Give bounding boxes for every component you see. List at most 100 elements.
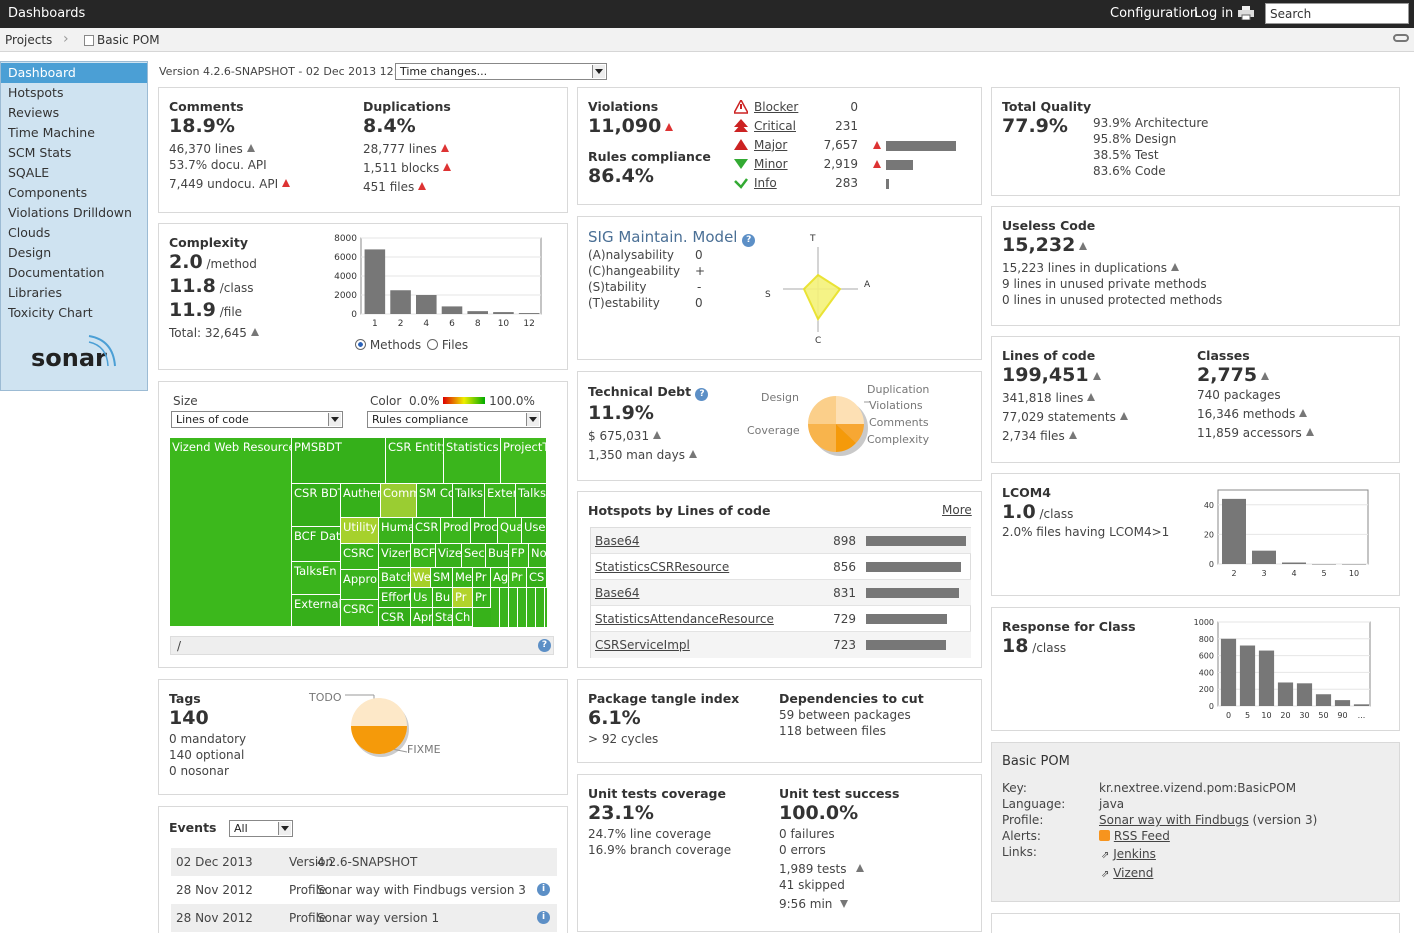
treemap-cell[interactable]: Qua <box>498 518 522 544</box>
treemap-cell[interactable]: Authen <box>341 484 381 518</box>
sidebar-item-sqale[interactable]: SQALE <box>8 165 50 180</box>
violation-info-link[interactable]: Info <box>754 176 777 190</box>
sidebar-item-violations-drilldown[interactable]: Violations Drilldown <box>8 205 132 220</box>
sidebar-item-components[interactable]: Components <box>8 185 88 200</box>
sidebar-item-design[interactable]: Design <box>8 245 52 260</box>
radio-methods[interactable]: Methods <box>355 338 421 352</box>
sidebar-item-time-machine[interactable]: Time Machine <box>8 125 95 140</box>
sidebar-item-clouds[interactable]: Clouds <box>8 225 51 240</box>
treemap-cell[interactable]: Bus <box>486 544 509 568</box>
hotspots-more-link[interactable]: More <box>942 503 972 517</box>
treemap-cell[interactable]: Prod Entit <box>441 518 471 544</box>
treemap-cell[interactable]: CS <box>527 568 547 588</box>
violation-critical-link[interactable]: Critical <box>754 119 796 133</box>
treemap-cell[interactable]: Talks Robo <box>453 484 485 518</box>
treemap-cell[interactable]: Exter Proce <box>485 484 516 518</box>
treemap-cell[interactable]: SM <box>431 568 453 588</box>
help-icon[interactable]: ? <box>695 388 709 401</box>
treemap-cell[interactable]: Sec <box>462 544 486 568</box>
help-icon[interactable]: ? <box>742 234 756 247</box>
treemap-small-cells[interactable] <box>491 588 547 627</box>
treemap-cell[interactable]: We <box>411 568 431 588</box>
link-icon[interactable] <box>1393 34 1409 42</box>
hotspot-link[interactable]: Base64 <box>595 586 640 600</box>
violation-blocker-link[interactable]: Blocker <box>754 100 799 114</box>
treemap-cell[interactable]: External Entity <box>292 595 341 627</box>
treemap-cell[interactable]: Talks <box>516 484 547 518</box>
treemap-cell[interactable]: Bu <box>433 588 453 608</box>
treemap-cell[interactable]: CSR Test <box>413 518 441 544</box>
print-icon[interactable] <box>1238 6 1254 20</box>
sidebar-item-reviews[interactable]: Reviews <box>8 105 60 120</box>
info-icon[interactable]: i <box>537 911 550 924</box>
treemap-cell[interactable]: Ag <box>491 568 509 588</box>
treemap-cell[interactable]: Pr <box>453 588 473 608</box>
treemap-cell[interactable]: CSRC <box>341 544 379 570</box>
jenkins-link[interactable]: ⇗ Jenkins <box>1101 847 1156 861</box>
violation-minor-link[interactable]: Minor <box>754 157 788 171</box>
treemap-cell[interactable]: Effort <box>379 588 411 608</box>
treemap-cell[interactable]: CSRC <box>341 600 379 627</box>
treemap-cell[interactable]: Pr <box>473 568 491 588</box>
treemap-cell[interactable]: ProjectT Entity <box>501 438 547 484</box>
treemap-cell[interactable]: CSR <box>379 608 411 627</box>
hotspot-link[interactable]: StatisticsAttendanceResource <box>595 612 774 626</box>
treemap-cell[interactable]: Me <box>453 568 473 588</box>
treemap-cell[interactable]: Batch <box>379 568 411 588</box>
sidebar-item-documentation[interactable]: Documentation <box>8 265 105 280</box>
treemap-cell[interactable]: TalksEn <box>292 562 341 595</box>
info-icon[interactable]: i <box>537 883 550 896</box>
rss-feed-link[interactable]: RSS Feed <box>1099 829 1170 843</box>
sidebar-item-toxicity-chart[interactable]: Toxicity Chart <box>8 305 93 320</box>
treemap-cell[interactable]: Appro Entit <box>341 570 379 600</box>
treemap-cell[interactable]: PMSBDT <box>292 438 386 484</box>
treemap-cell[interactable]: CSR Entity <box>386 438 444 484</box>
treemap-cell[interactable]: FP <box>509 544 529 568</box>
sidebar-item-dashboard[interactable]: Dashboard <box>1 63 147 83</box>
treemap-size-select[interactable]: Lines of code <box>171 411 343 428</box>
treemap-path[interactable]: / <box>177 639 182 653</box>
sidebar-item-hotspots[interactable]: Hotspots <box>8 85 64 100</box>
treemap-cell[interactable]: Statistics Entity <box>444 438 501 484</box>
treemap-cell[interactable]: Vizend Web Resource <box>170 438 292 627</box>
treemap-cell[interactable]: Vizen <box>379 544 411 568</box>
treemap-color-select[interactable]: Rules compliance <box>367 411 541 428</box>
treemap-cell[interactable]: Sta <box>433 608 453 627</box>
radio-files[interactable]: Files <box>427 338 468 352</box>
dashboards-menu[interactable]: Dashboards <box>8 6 86 21</box>
treemap-cell[interactable]: Use Entit <box>522 518 547 544</box>
treemap-cell[interactable]: Vize <box>436 544 462 568</box>
chart-y-tick-label: 800 <box>1199 635 1214 644</box>
sidebar-item-libraries[interactable]: Libraries <box>8 285 62 300</box>
hotspot-link[interactable]: Base64 <box>595 534 640 548</box>
treemap-cell[interactable]: Pr <box>509 568 527 588</box>
breadcrumb-project[interactable]: Basic POM <box>97 33 160 47</box>
help-icon[interactable]: ? <box>538 639 551 652</box>
configuration-link[interactable]: Configuration <box>1110 6 1199 21</box>
treemap-cell[interactable]: CSR BDT <box>292 484 341 527</box>
time-changes-select[interactable]: Time changes... <box>395 63 607 80</box>
treemap-cell[interactable]: Pr <box>473 588 491 608</box>
hotspot-link[interactable]: StatisticsCSRResource <box>595 560 730 574</box>
treemap[interactable]: Vizend Web Resource PMSBDT CSR Entity St… <box>170 438 547 627</box>
events-filter-select[interactable]: All <box>229 820 293 837</box>
treemap-cell[interactable]: Proc Entit <box>471 518 498 544</box>
profile-link[interactable]: Sonar way with Findbugs <box>1099 813 1249 827</box>
treemap-cell[interactable]: Ch <box>453 608 473 627</box>
treemap-cell[interactable]: BCF <box>411 544 436 568</box>
treemap-cell[interactable]: Huma Proce <box>379 518 413 544</box>
hotspot-link[interactable]: CSRServiceImpl <box>595 638 690 652</box>
treemap-cell[interactable]: SM Comm <box>417 484 453 518</box>
sidebar-item-scm-stats[interactable]: SCM Stats <box>8 145 72 160</box>
breadcrumb-projects[interactable]: Projects <box>5 33 53 47</box>
treemap-cell[interactable]: No <box>529 544 547 568</box>
treemap-cell[interactable]: Comm <box>381 484 417 518</box>
treemap-cell[interactable]: Utility <box>341 518 379 544</box>
treemap-cell[interactable]: BCF DataTyp <box>292 527 341 562</box>
violation-major-link[interactable]: Major <box>754 138 788 152</box>
login-link[interactable]: Log in <box>1194 6 1234 21</box>
vizend-link[interactable]: ⇗ Vizend <box>1101 866 1154 880</box>
treemap-cell[interactable]: Us <box>411 588 433 608</box>
treemap-cell[interactable]: Apr <box>411 608 433 627</box>
search-input[interactable] <box>1265 3 1409 24</box>
